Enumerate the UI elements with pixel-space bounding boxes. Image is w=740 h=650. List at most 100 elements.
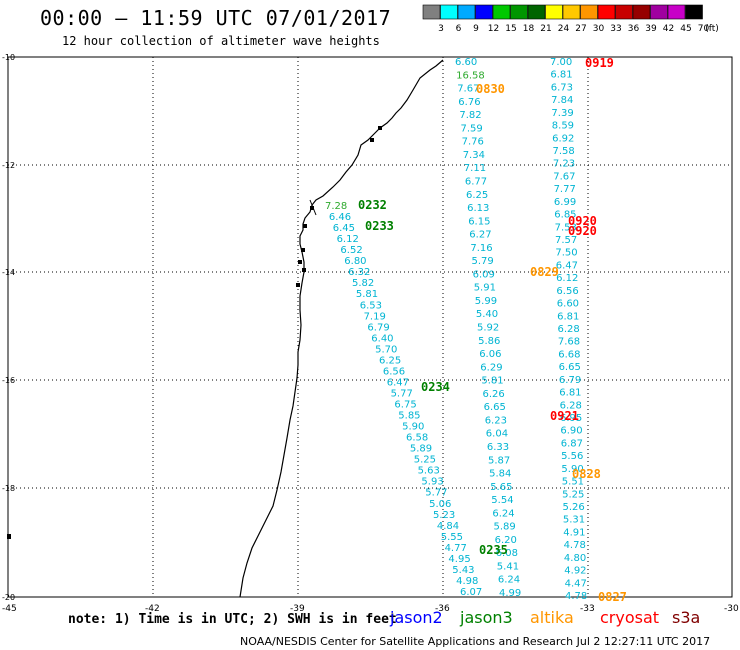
swh-value-altika: 7.34 bbox=[463, 150, 485, 161]
color-scale-legend: 3 6 9 12 15 18 21 24 27 30 33 36 39 42 45 70(ft) bbox=[422, 4, 719, 34]
swh-value-jason3: 5.63 bbox=[418, 466, 440, 477]
swh-value-cryosat: 4.91 bbox=[563, 527, 585, 538]
swh-value-altika: 7.59 bbox=[461, 123, 483, 134]
swh-value-jason3: 5.25 bbox=[414, 455, 436, 466]
swh-value-cryosat: 4.47 bbox=[565, 578, 587, 589]
legend-tick-label: 70 bbox=[698, 24, 710, 34]
lat-tick-label: -14 bbox=[2, 268, 15, 277]
swh-value-cryosat: 7.84 bbox=[551, 95, 573, 106]
swh-value-cryosat: 4.92 bbox=[564, 566, 586, 577]
swh-value-jason3: 4.95 bbox=[448, 554, 470, 565]
swh-value-jason3: 6.56 bbox=[383, 366, 405, 377]
legend-tick-label: 33 bbox=[610, 24, 621, 34]
swh-value-cryosat: 7.23 bbox=[553, 159, 575, 170]
island-marker bbox=[310, 206, 314, 210]
swh-value-jason3: 5.43 bbox=[452, 565, 474, 576]
swh-value-altika: 7.76 bbox=[462, 137, 484, 148]
swh-value-cryosat: 6.95 bbox=[560, 413, 582, 424]
swh-value-cryosat: 6.68 bbox=[558, 349, 580, 360]
swh-value-cryosat: 6.47 bbox=[556, 260, 578, 271]
swh-value-jason3: 6.58 bbox=[406, 433, 428, 444]
swh-value-altika: 5.86 bbox=[478, 336, 500, 347]
swh-value-altika: 6.26 bbox=[483, 389, 505, 400]
legend-tick-label: 24 bbox=[558, 24, 570, 34]
pass-time-label: 0828 bbox=[572, 467, 601, 481]
legend-swatch bbox=[475, 4, 493, 20]
swh-value-jason3: 6.53 bbox=[360, 300, 382, 311]
legend-swatch bbox=[667, 4, 686, 20]
legend-cryosat: cryosat bbox=[600, 608, 660, 627]
pass-time-label: 0829 bbox=[530, 265, 559, 279]
swh-value-altika: 5.54 bbox=[491, 495, 513, 506]
legend-swatch bbox=[492, 4, 511, 20]
swh-value-altika: 5.87 bbox=[488, 455, 510, 466]
swh-value-jason3: 7.28 bbox=[325, 201, 347, 212]
swh-value-jason3: 5.93 bbox=[421, 477, 443, 488]
swh-value-altika: 5.81 bbox=[481, 376, 503, 387]
pass-time-label: 0232 bbox=[358, 198, 387, 212]
lon-tick-label: -45 bbox=[2, 604, 17, 614]
swh-value-altika: 7.82 bbox=[459, 110, 481, 121]
island-marker bbox=[370, 138, 374, 142]
swh-value-jason3: 6.80 bbox=[344, 256, 366, 267]
swh-value-altika: 6.24 bbox=[492, 508, 514, 519]
swh-value-jason3: 5.81 bbox=[356, 289, 378, 300]
swh-value-cryosat: 6.73 bbox=[551, 82, 573, 93]
island-marker bbox=[301, 248, 305, 252]
swh-value-jason3: 6.52 bbox=[340, 245, 362, 256]
legend-swatch bbox=[562, 4, 581, 20]
pass-time-label: 0921 bbox=[550, 409, 579, 423]
legend-tick-label: 21 bbox=[540, 24, 551, 34]
footer-credit: NOAA/NESDIS Center for Satellite Applica… bbox=[240, 635, 711, 648]
swh-value-altika: 5.41 bbox=[497, 561, 519, 572]
legend-swatch bbox=[457, 4, 476, 20]
swh-value-cryosat: 6.65 bbox=[559, 362, 581, 373]
swh-value-altika: 6.24 bbox=[498, 575, 520, 586]
swh-value-cryosat: 6.28 bbox=[558, 324, 580, 335]
swh-value-cryosat: 6.85 bbox=[554, 210, 576, 221]
legend-altika: altika bbox=[530, 608, 574, 627]
swh-value-cryosat: 6.81 bbox=[559, 388, 581, 399]
legend-tick-label: 42 bbox=[663, 24, 674, 34]
legend-tick-label: 45 bbox=[680, 24, 691, 34]
swh-value-altika: 6.29 bbox=[480, 362, 502, 373]
legend-swatch bbox=[685, 4, 703, 20]
swh-value-cryosat: 6.79 bbox=[559, 375, 581, 386]
swh-value-jason3: 6.79 bbox=[367, 322, 389, 333]
legend-tick-label: 39 bbox=[645, 24, 657, 34]
swh-value-cryosat: 5.51 bbox=[562, 477, 584, 488]
swh-value-cryosat: 5.90 bbox=[561, 464, 583, 475]
lat-tick-label: -10 bbox=[2, 53, 15, 62]
swh-value-jason3: 6.46 bbox=[329, 212, 351, 223]
swh-value-altika: 6.15 bbox=[468, 216, 490, 227]
swh-value-altika: 6.65 bbox=[484, 402, 506, 413]
swh-value-cryosat: 4.78 bbox=[565, 591, 587, 602]
swh-value-cryosat: 6.28 bbox=[560, 400, 582, 411]
legend-tick-label: 3 bbox=[438, 24, 444, 34]
swh-value-cryosat: 6.99 bbox=[554, 197, 576, 208]
swh-value-jason3: 4.77 bbox=[445, 543, 467, 554]
swh-value-jason3: 4.98 bbox=[456, 576, 478, 587]
legend-tick-label: 30 bbox=[593, 24, 605, 34]
legend-tick-label: 6 bbox=[456, 24, 462, 34]
swh-value-cryosat: 7.77 bbox=[554, 184, 576, 195]
swh-value-jason3: 5.55 bbox=[441, 532, 463, 543]
swh-value-cryosat: 6.56 bbox=[556, 286, 578, 297]
swh-value-cryosat: 5.56 bbox=[561, 451, 583, 462]
swh-value-altika: 7.11 bbox=[464, 163, 486, 174]
island-marker bbox=[302, 268, 306, 272]
swh-value-jason3: 7.19 bbox=[364, 311, 386, 322]
swh-value-jason3: 6.45 bbox=[333, 223, 355, 234]
swh-value-altika: 5.89 bbox=[494, 522, 516, 533]
legend-swatch bbox=[422, 4, 441, 20]
swh-value-cryosat: 7.68 bbox=[558, 337, 580, 348]
swh-value-altika: 6.77 bbox=[465, 176, 487, 187]
swh-value-altika: 6.76 bbox=[458, 97, 480, 108]
swh-value-jason3: 6.32 bbox=[348, 267, 370, 278]
swh-value-cryosat: 8.59 bbox=[552, 121, 574, 132]
swh-value-altika: 6.20 bbox=[495, 535, 517, 546]
swh-value-jason3: 5.70 bbox=[375, 344, 397, 355]
legend-swatch bbox=[615, 4, 633, 20]
swh-value-altika: 5.40 bbox=[476, 309, 498, 320]
